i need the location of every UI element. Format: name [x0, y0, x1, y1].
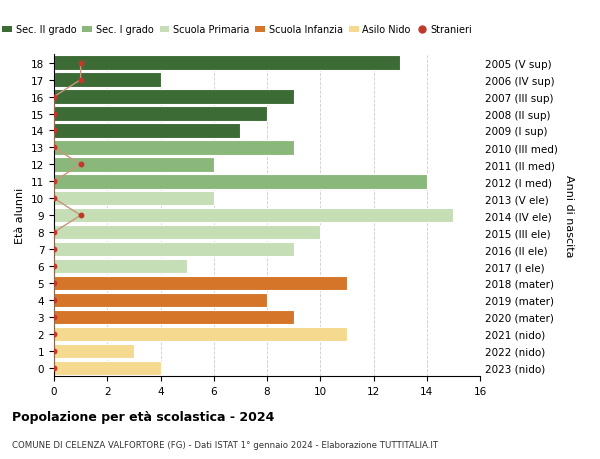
- Bar: [54, 242, 293, 257]
- Legend: Sec. II grado, Sec. I grado, Scuola Primaria, Scuola Infanzia, Asilo Nido, Stran: Sec. II grado, Sec. I grado, Scuola Prim…: [0, 22, 476, 39]
- Bar: [54, 56, 400, 71]
- Point: [49, 229, 59, 236]
- Bar: [54, 293, 267, 308]
- Bar: [54, 141, 293, 155]
- Point: [49, 145, 59, 152]
- Point: [76, 60, 85, 67]
- Bar: [54, 73, 161, 88]
- Point: [49, 178, 59, 185]
- Bar: [54, 124, 241, 138]
- Bar: [54, 191, 214, 206]
- Point: [49, 330, 59, 338]
- Point: [49, 94, 59, 101]
- Bar: [54, 175, 427, 189]
- Bar: [54, 107, 267, 122]
- Point: [49, 313, 59, 321]
- Bar: [54, 327, 347, 341]
- Point: [49, 111, 59, 118]
- Y-axis label: Età alunni: Età alunni: [16, 188, 25, 244]
- Bar: [54, 344, 134, 358]
- Point: [76, 77, 85, 84]
- Bar: [54, 361, 161, 375]
- Bar: [54, 259, 187, 274]
- Bar: [54, 276, 347, 291]
- Bar: [54, 90, 293, 105]
- Point: [49, 280, 59, 287]
- Point: [49, 297, 59, 304]
- Bar: [54, 208, 454, 223]
- Point: [76, 212, 85, 219]
- Point: [49, 364, 59, 372]
- Point: [49, 263, 59, 270]
- Point: [49, 246, 59, 253]
- Point: [49, 347, 59, 355]
- Point: [49, 128, 59, 135]
- Bar: [54, 310, 293, 325]
- Point: [76, 161, 85, 168]
- Text: COMUNE DI CELENZA VALFORTORE (FG) - Dati ISTAT 1° gennaio 2024 - Elaborazione TU: COMUNE DI CELENZA VALFORTORE (FG) - Dati…: [12, 441, 438, 449]
- Bar: [54, 225, 320, 240]
- Y-axis label: Anni di nascita: Anni di nascita: [565, 174, 574, 257]
- Bar: [54, 158, 214, 172]
- Text: Popolazione per età scolastica - 2024: Popolazione per età scolastica - 2024: [12, 410, 274, 423]
- Point: [49, 195, 59, 202]
